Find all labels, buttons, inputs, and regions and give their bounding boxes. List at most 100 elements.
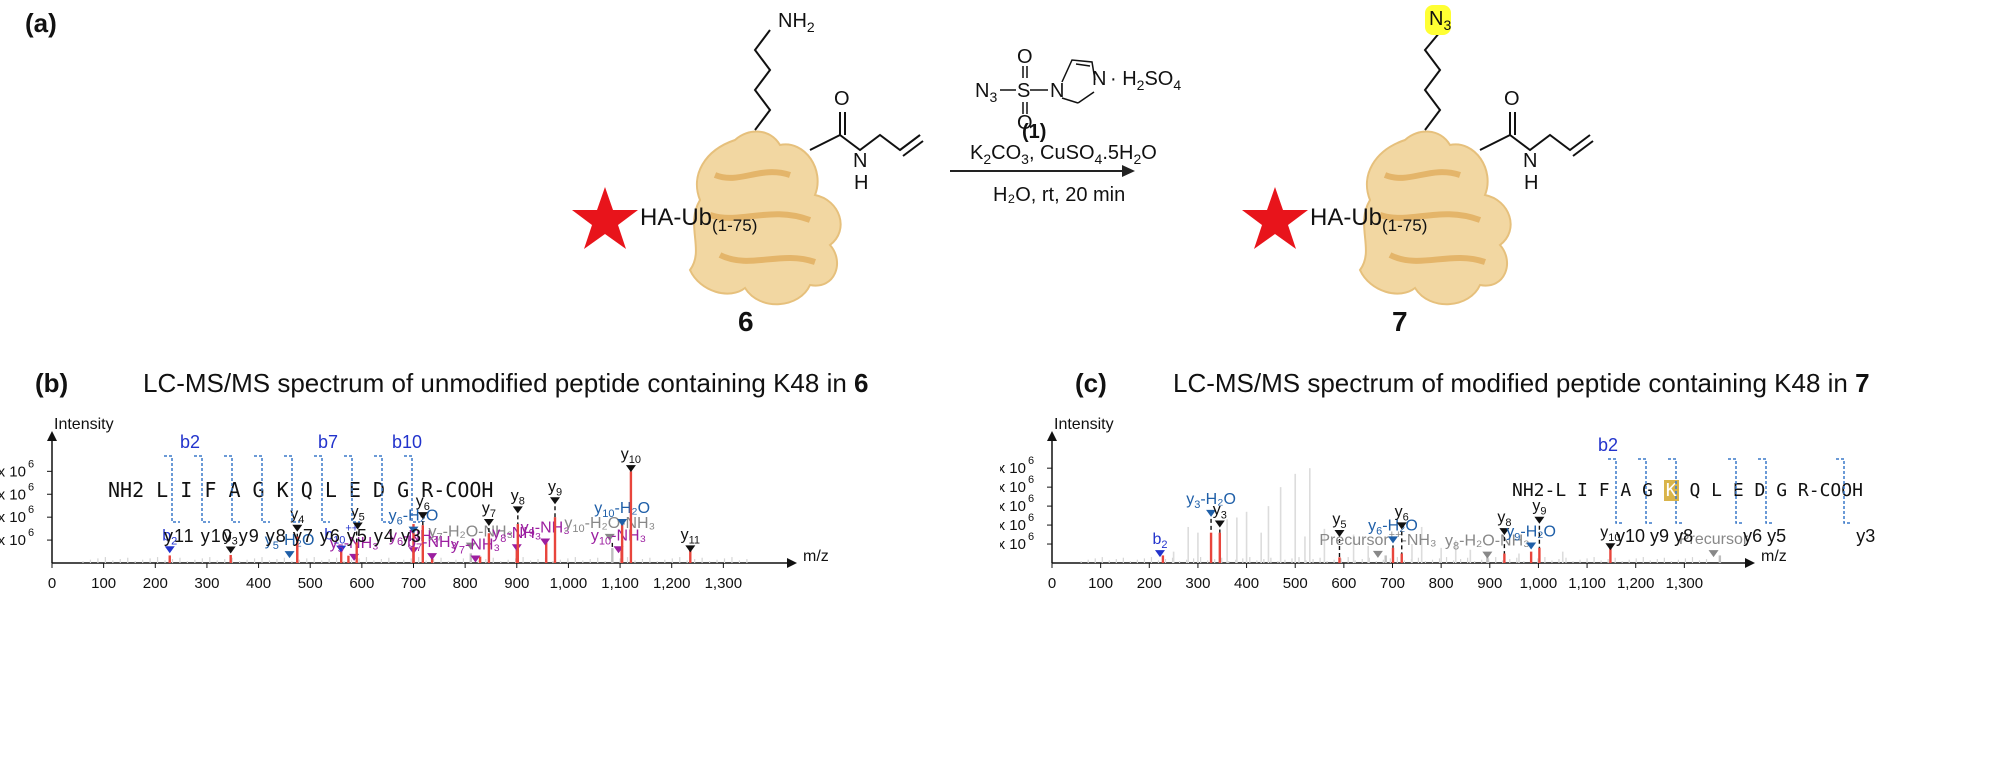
x-tick-label: 1,000	[1520, 575, 1558, 592]
peak-label: y11	[681, 526, 700, 546]
peak-label: y3	[224, 528, 238, 548]
seq-b-1: L	[156, 478, 169, 502]
x-tick-label: 400	[246, 575, 271, 592]
x-tick-label: 1,100	[1568, 575, 1606, 592]
seq-b-11: G	[397, 478, 410, 502]
peak-label: y5	[1332, 511, 1346, 531]
peak-marker	[292, 524, 303, 532]
peak-label: y6-H₂O	[1368, 517, 1418, 537]
peak-label: y5	[351, 503, 365, 523]
peak-label: y10-H₂O	[594, 500, 650, 520]
seq-c-y-ions: y10 y9 y8 y6 y5 y3	[1616, 526, 1876, 546]
peak-marker	[1534, 516, 1545, 524]
peak-label: y6-NH₃	[389, 528, 438, 548]
panel-c-title: LC-MS/MS spectrum of modified peptide co…	[1173, 368, 1870, 398]
peak-label: Precursor	[1679, 531, 1749, 548]
x-tick-label: 1,200	[653, 575, 691, 592]
x-tick-label: 600	[1331, 575, 1356, 592]
amide-n-7: N	[1523, 150, 1538, 172]
azide-highlight	[1425, 5, 1451, 35]
x-tick-label: 1,200	[1617, 575, 1655, 592]
peak-label: y9-H₂O	[1506, 523, 1556, 543]
y-tick-exponent: 6	[1028, 531, 1034, 543]
x-tick-label: 700	[1380, 575, 1405, 592]
y-tick-label: 2 x 10	[0, 509, 26, 526]
peak-label: y8-H₂O-NH₃	[1445, 533, 1530, 553]
seq-b-brackets	[164, 455, 420, 523]
peak-label: y6	[416, 493, 430, 513]
y-tick-label: 4 x 10	[0, 463, 26, 480]
amine-label-6: NH2	[778, 10, 815, 35]
peak-label: y3	[1213, 501, 1227, 521]
seq-c-3: A	[1620, 480, 1632, 501]
x-tick-label: 100	[91, 575, 116, 592]
y-tick-exponent: 6	[1028, 474, 1034, 486]
x-tick-label: 0	[1048, 575, 1056, 592]
peak-marker	[164, 546, 175, 554]
reagent-structure	[1000, 59, 1096, 114]
x-tick-label: 800	[453, 575, 478, 592]
x-tick-label: 1,300	[1666, 575, 1704, 592]
carbonyl-o-7: O	[1504, 88, 1520, 110]
panel-a-label: (a)	[25, 8, 57, 38]
panel-b-label: (b)	[35, 368, 69, 398]
y-tick-exponent: 6	[1028, 455, 1034, 467]
protein-label-6: HA-Ub(1-75)	[640, 204, 758, 235]
seq-c-b2: b2	[1598, 435, 1619, 455]
reagent-s: S	[1017, 80, 1031, 102]
y-tick-label: 3 x 10	[0, 486, 26, 503]
y-tick-exponent: 6	[1028, 512, 1034, 524]
peak-marker	[540, 538, 551, 546]
y-tick-exponent: 6	[28, 458, 34, 470]
peak-marker	[512, 506, 523, 514]
spectrum-c: Intensity m/z 0 100 200 300 400 500 600 700 800 900…	[1000, 416, 1787, 592]
x-tick-label: 1,000	[550, 575, 588, 592]
x-tick-label: 300	[1185, 575, 1210, 592]
peak-label: y8-NH₃	[492, 525, 541, 545]
peak-label: b2	[1152, 531, 1167, 551]
peak-marker	[1206, 509, 1217, 517]
peak-marker	[1526, 542, 1537, 550]
peak-marker	[1372, 550, 1383, 558]
reagent-o-bottom: O	[1017, 112, 1033, 134]
peak-label: y5-NH₃	[330, 535, 379, 555]
seq-c-11: R-COOH	[1797, 480, 1863, 501]
peak-label: y10	[621, 446, 641, 466]
panel-b-title: LC-MS/MS spectrum of unmodified peptide …	[143, 368, 869, 398]
peak-label: y9	[1532, 498, 1546, 518]
y-tick-exponent: 6	[28, 504, 34, 516]
y-tick-exponent: 6	[1028, 493, 1034, 505]
y-axis-arrow	[1047, 431, 1057, 441]
peak-marker	[625, 465, 636, 473]
x-tick-label: 900	[1477, 575, 1502, 592]
reaction-scheme	[572, 5, 1594, 306]
x-axis-arrow	[787, 558, 797, 568]
peak-marker	[408, 526, 419, 534]
amide-n-6: N	[853, 150, 868, 172]
panel-c-label: (c)	[1075, 368, 1107, 398]
seq-c-0: NH2-L	[1512, 480, 1567, 501]
seq-c-7: L	[1711, 480, 1722, 501]
seq-c-6: Q	[1689, 480, 1701, 501]
seq-c-1: I	[1577, 480, 1588, 501]
peak-label: y3-H₂O	[1186, 491, 1236, 511]
peak-marker	[470, 555, 481, 563]
x-tick-label: 500	[298, 575, 323, 592]
amide-chain-7	[1479, 133, 1591, 152]
peak-label: y4	[290, 506, 304, 526]
seq-b-b2: b2	[180, 432, 201, 452]
reagent-n3: N3	[975, 80, 998, 105]
x-tick-label: 0	[48, 575, 56, 592]
x-tick-label: 200	[1137, 575, 1162, 592]
star-6	[572, 187, 638, 249]
x-axis-label: m/z	[1761, 548, 1787, 565]
y-tick-exponent: 6	[28, 527, 34, 539]
x-tick-label: 200	[143, 575, 168, 592]
star-7	[1242, 187, 1308, 249]
x-tick-label: 100	[1088, 575, 1113, 592]
compound-7-number: 7	[1392, 306, 1408, 337]
peak-marker	[465, 542, 476, 550]
seq-b-12: R-COOH	[421, 478, 494, 502]
azide-label-7: N3	[1429, 8, 1452, 33]
y-tick-label: 2.5 x 10	[1000, 460, 1026, 477]
